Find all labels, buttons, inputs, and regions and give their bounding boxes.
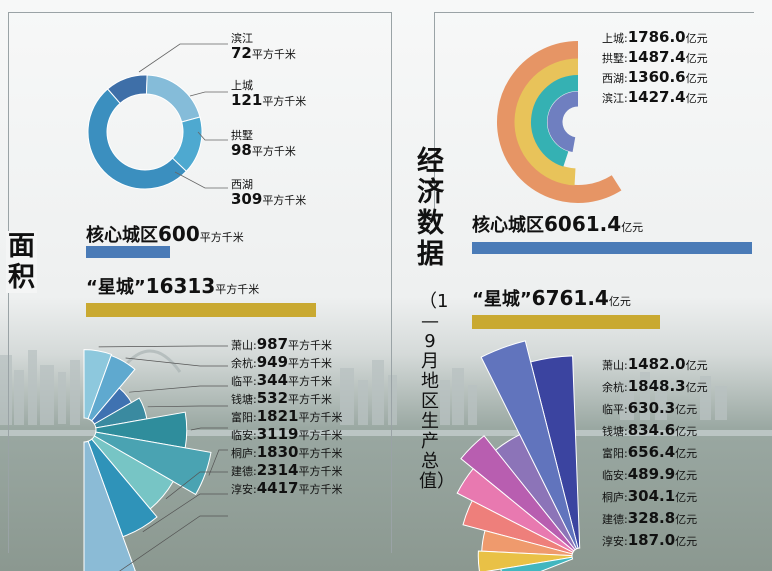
list-item: 淳安:4417平方千米: [231, 479, 343, 497]
donut-slice-1: [145, 74, 201, 123]
gdp-arc-1: [514, 58, 579, 186]
list-item: 西湖:1360.6亿元: [602, 68, 708, 86]
area-rose-leader-5: [208, 449, 228, 476]
gdp-arc-0: [497, 41, 622, 203]
list-item: 上城:1786.0亿元: [602, 28, 708, 46]
list-item: 拱墅:1487.4亿元: [602, 48, 708, 66]
right-panel-border: [434, 12, 435, 224]
donut-label-gongshu: 拱墅 98平方千米: [231, 129, 296, 159]
list-item: 钱塘:834.6亿元: [602, 421, 698, 439]
gdp-star-bar: [472, 315, 660, 329]
area-rose-leader-8: [119, 515, 228, 571]
list-item: 余杭:1848.3亿元: [602, 377, 708, 395]
gdp-star-total: “星城”6761.4亿元: [472, 286, 631, 310]
list-item: 萧山:1482.0亿元: [602, 355, 708, 373]
area-rose-leader-0: [98, 345, 228, 348]
donut-slice-3: [87, 88, 188, 190]
area-rose-leader-1: [125, 357, 228, 367]
area-rose-sector-8: [83, 440, 136, 571]
list-item: 淳安:187.0亿元: [602, 531, 698, 549]
list-item: 建德:2314平方千米: [231, 461, 343, 479]
donut-label-shangcheng: 上城 121平方千米: [231, 79, 307, 109]
list-item: 萧山:987平方千米: [231, 335, 333, 353]
list-item: 富阳:656.4亿元: [602, 443, 698, 461]
gdp-core-list: 上城:1786.0亿元 拱墅:1487.4亿元 西湖:1360.6亿元 滨江:1…: [602, 28, 708, 108]
list-item: 临安:489.9亿元: [602, 465, 698, 483]
area-star-total: “星城”16313平方千米: [86, 274, 260, 298]
list-item: 桐庐:304.1亿元: [602, 487, 698, 505]
donut-label-binjiang: 滨江 72平方千米: [231, 32, 296, 62]
area-core-bar: [86, 246, 170, 258]
right-panel-border-top: [434, 12, 754, 13]
economy-title: 经济数据: [417, 146, 444, 270]
economy-subtitle: （1—9月地区生产总值）: [419, 291, 455, 492]
list-item: 富阳:1821平方千米: [231, 407, 343, 425]
gdp-district-list: 萧山:1482.0亿元 余杭:1848.3亿元 临平:630.3亿元 钱塘:83…: [602, 354, 708, 552]
list-item: 滨江:1427.4亿元: [602, 88, 708, 106]
area-rose-leader-2: [129, 385, 228, 393]
donut-leader-line-2: [197, 131, 228, 141]
area-rose-leader-4: [190, 427, 228, 431]
area-district-list: 萧山:987平方千米 余杭:949平方千米 临平:344平方千米 钱塘:532平…: [231, 336, 342, 498]
gdp-core-total: 核心城区6061.4亿元: [472, 212, 644, 236]
area-star-bar: [86, 303, 316, 317]
gdp-core-bar: [472, 242, 752, 254]
list-item: 临平:630.3亿元: [602, 399, 698, 417]
area-rose-leader-7: [142, 493, 228, 533]
area-rose-leader-3: [147, 405, 228, 408]
area-rose-leader-6: [165, 471, 228, 500]
list-item: 建德:328.8亿元: [602, 509, 698, 527]
list-item: 临平:344平方千米: [231, 371, 333, 389]
area-core-total: 核心城区600平方千米: [86, 222, 244, 246]
list-item: 钱塘:532平方千米: [231, 389, 333, 407]
list-item: 临安:3119平方千米: [231, 425, 343, 443]
area-title: 面积: [6, 231, 37, 293]
gdp-arc-3: [547, 91, 579, 153]
list-item: 桐庐:1830平方千米: [231, 443, 343, 461]
gdp-arc-2: [531, 75, 579, 167]
donut-leader-line-1: [189, 91, 228, 97]
donut-label-xihu: 西湖 309平方千米: [231, 178, 307, 208]
list-item: 余杭:949平方千米: [231, 353, 333, 371]
donut-leader-line-0: [138, 43, 228, 73]
gdp-rose-sector-8: [500, 556, 574, 571]
donut-leader-line-3: [174, 171, 228, 189]
